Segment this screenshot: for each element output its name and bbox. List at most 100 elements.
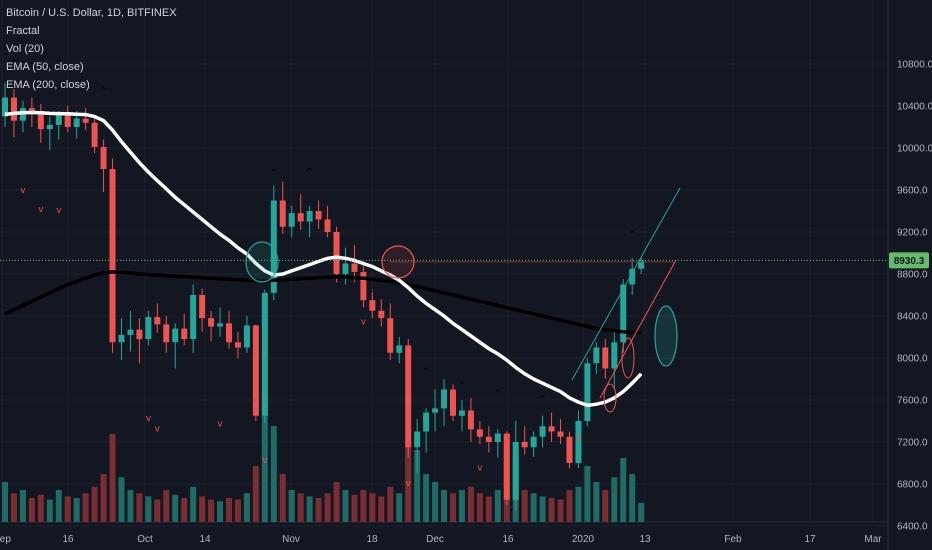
candle-body [73,118,80,127]
volume-bar [243,493,250,522]
volume-bar [566,490,573,522]
candle-body [217,323,224,327]
fractal-up-marker: ^ [100,86,108,96]
legend-symbol[interactable]: Bitcoin / U.S. Dollar, 1D, BITFINEX [6,7,177,19]
volume-bar [575,486,582,522]
candle-body [82,118,89,123]
volume-bar [548,498,555,522]
volume-series [2,402,645,522]
y-tick-label: 8400.0 [897,312,928,323]
candle-body [28,108,35,114]
candle-body [199,295,206,319]
volume-bar [593,482,600,522]
candle-body [575,421,582,463]
candle-body [476,429,483,437]
volume-bar [494,490,501,522]
volume-bar [64,496,71,522]
candle-body [396,345,403,353]
legend-ema50[interactable]: EMA (50, close) [6,61,84,73]
candle-body [243,325,250,348]
volume-bar [109,434,116,522]
candle-body [297,213,304,222]
volume-bar [91,486,98,522]
volume-bar [441,490,448,522]
candle-body [46,124,53,130]
volume-bar [181,498,188,522]
volume-bar [306,496,313,522]
fractal-up-marker: ^ [458,381,466,391]
candle-body [405,345,412,448]
volume-bar [467,486,474,522]
fractal-down-marker: v [576,433,582,443]
volume-bar [351,494,358,522]
fractal-up-marker: ^ [539,395,547,405]
x-tick-label: Sep [0,534,11,545]
y-tick-label: 9600.0 [897,186,928,197]
volume-bar [324,493,331,522]
candle-body [226,323,232,343]
volume-bar [557,499,564,522]
volume-bar [387,486,394,522]
y-tick-label: 7200.0 [897,438,928,449]
volume-bar [369,493,376,522]
volume-bar [190,486,197,522]
volume-bar [46,499,53,522]
volume-bar [333,482,340,522]
x-tick-label: 16 [502,534,514,545]
candle-body [584,363,591,421]
volume-bar [37,494,44,522]
volume-bar [602,490,609,522]
candle-body [369,300,376,311]
fractal-down-marker: v [146,414,152,424]
candle-body [629,268,636,285]
volume-bar [55,490,62,522]
candle-body [288,213,295,227]
candle-body [2,97,8,117]
legend-fractal[interactable]: Fractal [6,25,40,37]
candle-body [458,410,465,416]
volume-bar [485,496,492,522]
volume-bar [521,490,528,522]
candle-body [557,431,564,437]
fractal-up-marker: ^ [422,367,430,377]
drawings: 8930.3 [0,187,929,413]
fractal-up-marker: ^ [628,230,636,240]
candle-body [423,412,430,432]
trend-line-upper [571,187,681,381]
x-tick-label: Feb [724,534,742,545]
volume-bar [458,490,465,522]
candle-body [387,318,394,353]
volume-bar [315,498,322,522]
volume-bar [539,496,546,522]
candle-body [360,271,367,301]
candle-body [145,317,152,340]
x-tick-label: Dec [426,534,444,545]
x-tick-label: 17 [804,534,816,545]
candle-body [154,317,161,325]
x-tick-label: 2020 [572,534,595,545]
volume-bar [127,490,134,522]
legend-ema200[interactable]: EMA (200, close) [6,79,90,91]
legend-volume[interactable]: Vol (20) [6,43,44,55]
x-tick-label: Nov [282,534,300,545]
candle-body [602,347,609,369]
volume-bar [19,490,26,522]
volume-bar [252,466,259,522]
fractal-up-marker: ^ [306,167,314,177]
volume-bar [226,498,232,522]
volume-bar [432,482,439,522]
volume-bar [82,493,89,522]
volume-bar [10,493,17,522]
y-tick-label: 10400.0 [897,102,932,113]
volume-bar [136,493,143,522]
fractal-up-marker: ^ [28,62,36,72]
candle-body [306,211,313,222]
trend-line-lower [599,259,677,399]
ema50-line [4,110,643,408]
volume-bar [638,502,645,522]
volume-bar [28,498,35,522]
candle-body [100,146,107,169]
volume-bar [396,493,403,522]
